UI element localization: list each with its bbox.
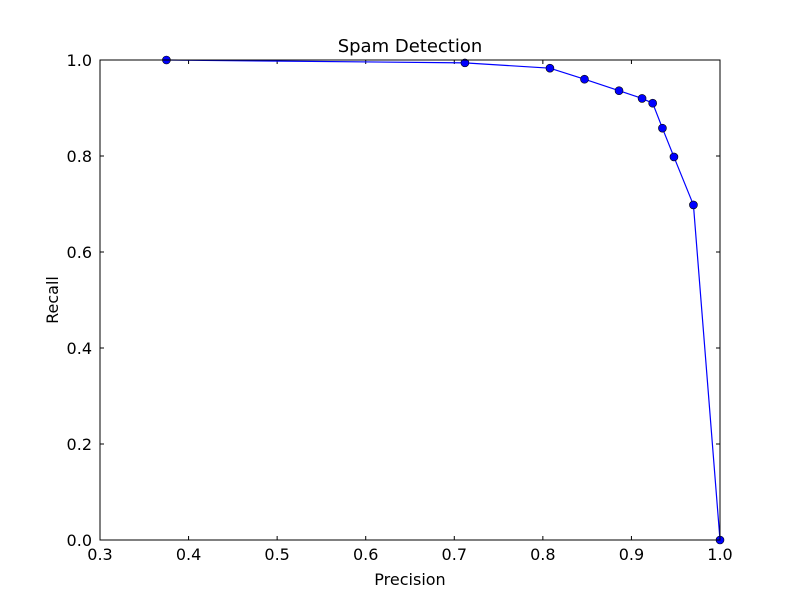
x-tick-label: 0.3 (87, 545, 112, 564)
chart-title: Spam Detection (338, 36, 483, 57)
y-tick-label: 0.8 (67, 147, 92, 166)
y-axis-label: Recall (43, 276, 62, 324)
x-tick-label: 1.0 (707, 545, 732, 564)
data-point (648, 98, 657, 108)
plot-area-frame (99, 59, 721, 541)
data-point (614, 86, 624, 96)
x-tick-label: 0.4 (176, 545, 201, 564)
y-tick-label: 0.4 (67, 339, 92, 358)
y-tick-label: 0.0 (67, 531, 92, 550)
x-tick-label: 0.7 (442, 545, 467, 564)
x-axis-label: Precision (374, 570, 445, 589)
x-tick-label: 0.6 (353, 545, 378, 564)
data-point (689, 200, 698, 210)
data-point (637, 94, 647, 103)
y-tick-label: 0.6 (67, 243, 92, 262)
y-axis-ticks: 0.0 0.2 0.4 0.6 0.8 1.0 (67, 51, 720, 550)
x-tick-label: 0.5 (264, 545, 289, 564)
x-axis-ticks: 0.3 0.4 0.5 0.6 0.7 0.8 0.9 1.0 (87, 60, 733, 564)
data-point (580, 74, 589, 84)
x-tick-label: 0.9 (619, 545, 644, 564)
x-tick-label: 0.8 (530, 545, 555, 564)
data-point (658, 123, 667, 133)
data-point (460, 58, 470, 68)
data-point (545, 63, 555, 73)
data-point (669, 152, 679, 162)
y-tick-label: 1.0 (67, 51, 92, 70)
series-layer (162, 55, 725, 545)
y-tick-label: 0.2 (67, 435, 92, 454)
